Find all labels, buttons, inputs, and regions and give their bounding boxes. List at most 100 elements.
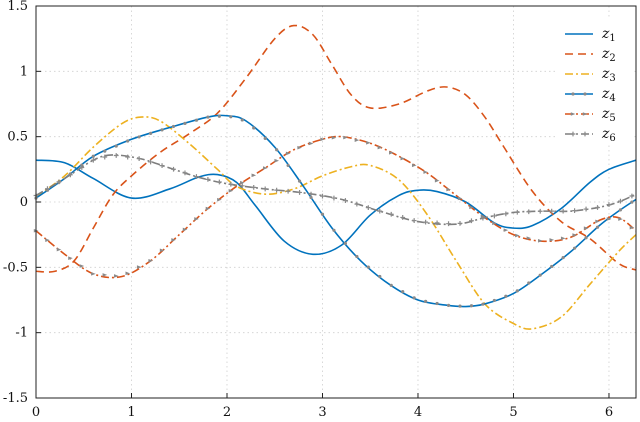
- series-marker-z5: [125, 271, 131, 276]
- series-line-z2: [35, 24, 637, 273]
- series-marker-z5: [595, 219, 600, 224]
- series-marker-z6: [308, 191, 314, 197]
- series-marker-z5: [205, 206, 211, 211]
- tick-labels: 0 1 2 3 4 5 6 -1.5 -1 -0.5 0 0.5 1 1.5: [3, 0, 613, 420]
- legend-label-z6: z6: [601, 126, 616, 144]
- series-marker-z6: [331, 195, 337, 201]
- series-marker-z6: [549, 208, 555, 214]
- series-marker-z4: [148, 131, 153, 135]
- series-marker-z6: [90, 157, 96, 163]
- series-marker-z6: [595, 205, 600, 210]
- series-marker-z5: [366, 140, 371, 145]
- series-marker-z6: [618, 198, 623, 204]
- series-marker-z6: [205, 176, 211, 182]
- series-marker-z5: [297, 145, 302, 150]
- series-marker-z4: [595, 225, 600, 229]
- series-marker-z4: [584, 236, 588, 240]
- series-marker-z4: [492, 298, 496, 303]
- series-marker-z4: [527, 281, 531, 285]
- series-marker-z4: [332, 228, 336, 232]
- series-marker-z6: [469, 218, 474, 224]
- series-marker-z5: [228, 188, 234, 193]
- series-marker-z4: [229, 115, 233, 119]
- series-marker-z5: [114, 274, 119, 278]
- series-marker-z6: [629, 193, 635, 199]
- series-line-z1: [35, 159, 637, 256]
- legend-box: [556, 18, 632, 144]
- series-marker-z6: [514, 209, 520, 215]
- x-tick-label: 3: [318, 405, 326, 420]
- series-marker-z4: [137, 135, 141, 139]
- series-marker-z6: [457, 220, 463, 226]
- plot-frame: [35, 5, 637, 399]
- series-z2: [35, 24, 637, 273]
- series-marker-z4: [435, 301, 439, 306]
- series-marker-z6: [400, 215, 406, 220]
- series-group: [33, 24, 637, 330]
- series-marker-z5: [136, 265, 142, 269]
- series-marker-z6: [606, 202, 612, 208]
- series-marker-z5: [79, 264, 85, 268]
- series-marker-z5: [549, 238, 555, 242]
- series-marker-z5: [618, 217, 623, 221]
- series-marker-z5: [68, 256, 73, 260]
- series-marker-z6: [560, 208, 566, 214]
- series-marker-z4: [389, 283, 393, 287]
- series-marker-z5: [583, 226, 589, 231]
- series-marker-z4: [446, 303, 451, 307]
- series-marker-z5: [240, 180, 245, 185]
- series-marker-z6: [480, 215, 486, 221]
- series-marker-z6: [159, 163, 165, 168]
- series-marker-z6: [67, 172, 73, 178]
- series-marker-z6: [136, 156, 142, 162]
- series-marker-z6: [297, 190, 302, 195]
- series-marker-z5: [194, 217, 199, 221]
- series-marker-z6: [182, 170, 188, 176]
- series-line-z3: [35, 116, 637, 330]
- series-marker-z5: [457, 196, 463, 201]
- series-marker-z6: [343, 198, 348, 203]
- series-marker-z5: [45, 238, 50, 242]
- series-marker-z5: [251, 173, 257, 178]
- series-marker-z6: [113, 153, 119, 158]
- series-marker-z5: [331, 135, 337, 140]
- series-marker-z4: [412, 296, 416, 300]
- series-marker-z5: [446, 187, 451, 192]
- series-marker-z6: [125, 154, 131, 160]
- series-marker-z6: [526, 209, 532, 215]
- series-marker-z6: [262, 186, 268, 192]
- series-marker-z4: [424, 299, 428, 303]
- legend-marker-z4: [583, 92, 587, 96]
- x-tick-label: 4: [414, 405, 422, 420]
- series-marker-z6: [388, 211, 394, 217]
- series-marker-z5: [274, 158, 280, 163]
- series-marker-z5: [538, 238, 543, 243]
- series-marker-z4: [401, 290, 405, 294]
- series-marker-z6: [503, 211, 509, 217]
- series-marker-z5: [492, 221, 497, 226]
- series-marker-z4: [366, 265, 370, 269]
- series-marker-z4: [378, 274, 382, 279]
- series-marker-z4: [538, 273, 542, 277]
- series-z1: [35, 159, 637, 256]
- series-marker-z4: [286, 163, 290, 168]
- series-marker-z5: [560, 236, 566, 241]
- legend-marker-z6: [570, 131, 576, 137]
- series-marker-z4: [481, 302, 485, 306]
- series-marker-z6: [434, 220, 440, 226]
- series-marker-z4: [572, 246, 577, 250]
- y-tick-label: 0: [20, 195, 28, 210]
- series-marker-z4: [458, 304, 462, 308]
- series-marker-z5: [572, 233, 577, 237]
- series-marker-z6: [216, 179, 222, 185]
- series-marker-z5: [285, 151, 291, 156]
- series-marker-z4: [126, 139, 130, 143]
- series-z6: [33, 153, 637, 227]
- series-marker-z4: [343, 241, 348, 245]
- series-marker-z4: [217, 114, 221, 118]
- series-marker-z5: [434, 178, 440, 183]
- series-marker-z5: [503, 228, 509, 232]
- series-marker-z5: [91, 272, 96, 276]
- legend-marker-z5: [570, 112, 576, 116]
